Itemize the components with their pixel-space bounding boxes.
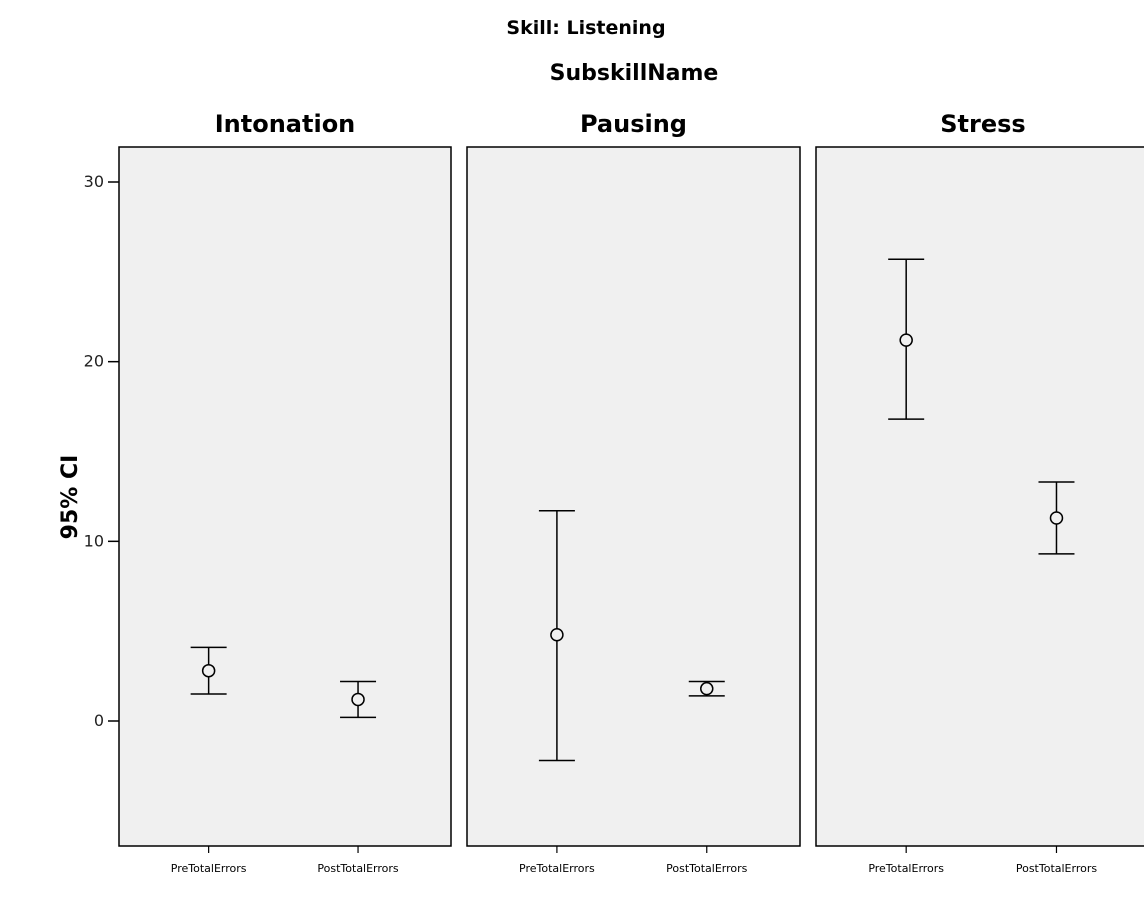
panel-frame — [466, 146, 801, 847]
error-bar-pretotalerrors — [538, 510, 575, 762]
mean-point — [550, 628, 564, 642]
panel-pausing: Pausing PreTotalErrors PostTotalErrors — [466, 110, 801, 875]
x-tick-label: PostTotalErrors — [666, 862, 748, 875]
error-bar-pretotalerrors — [888, 258, 925, 420]
x-tick-label: PostTotalErrors — [317, 862, 399, 875]
panel-title: Intonation — [215, 110, 356, 138]
mean-point — [201, 663, 216, 678]
panel-title: Stress — [940, 110, 1025, 138]
y-tick-label: 20 — [84, 352, 104, 371]
panel-frame — [815, 146, 1144, 847]
mean-point — [351, 692, 365, 707]
mean-point — [1049, 511, 1064, 525]
x-tick-label: PreTotalErrors — [171, 862, 247, 875]
mean-point — [700, 681, 714, 696]
skill-title: Skill: Listening — [506, 17, 665, 39]
y-axis-label: 95% CI — [58, 455, 83, 540]
y-axis: 0 10 20 30 — [84, 172, 119, 730]
y-tick-label: 10 — [84, 531, 104, 550]
panel-intonation: Intonation PreTotalErrors PostTotalErrors — [118, 110, 452, 875]
x-tick-label: PreTotalErrors — [519, 862, 595, 875]
error-bar-posttotalerrors — [340, 680, 377, 719]
x-tick-label: PostTotalErrors — [1016, 862, 1098, 875]
panel-variable-label: SubskillName — [550, 61, 719, 86]
panel-title: Pausing — [580, 110, 687, 138]
panel-frame — [118, 146, 452, 847]
panel-stress: Stress PreTotalErrors PostTotalErrors — [815, 110, 1144, 875]
y-tick-label: 30 — [84, 172, 104, 191]
error-bar-pretotalerrors — [190, 646, 227, 695]
error-bar-posttotalerrors — [688, 680, 725, 697]
error-bar-posttotalerrors — [1038, 481, 1075, 555]
y-tick-label: 0 — [94, 711, 104, 730]
mean-point — [899, 333, 913, 347]
x-tick-label: PreTotalErrors — [868, 862, 944, 875]
